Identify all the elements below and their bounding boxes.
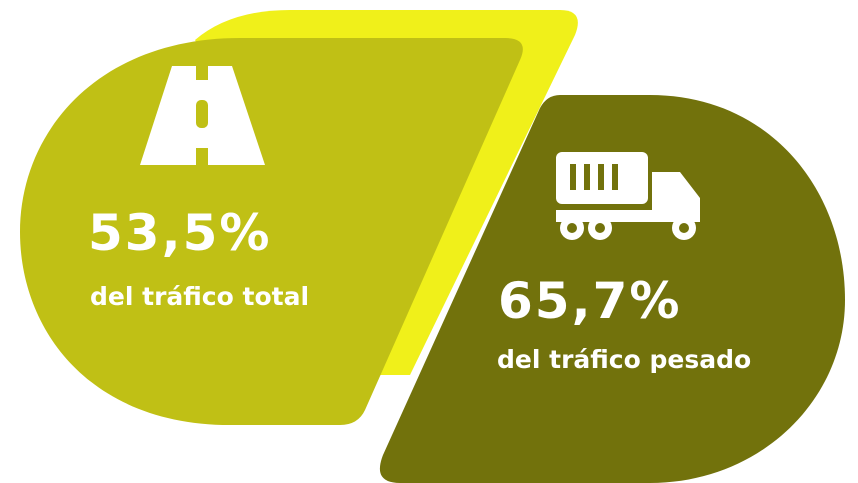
stat-label: del tráfico total <box>90 282 309 311</box>
lime-shape <box>20 38 523 425</box>
road-icon <box>140 66 265 165</box>
stat-value: 65,7% <box>498 272 681 330</box>
stat-value: 53,5% <box>88 204 271 262</box>
truck-icon <box>556 152 700 240</box>
stat-label: del tráfico pesado <box>497 345 751 374</box>
olive-shape <box>379 95 845 483</box>
